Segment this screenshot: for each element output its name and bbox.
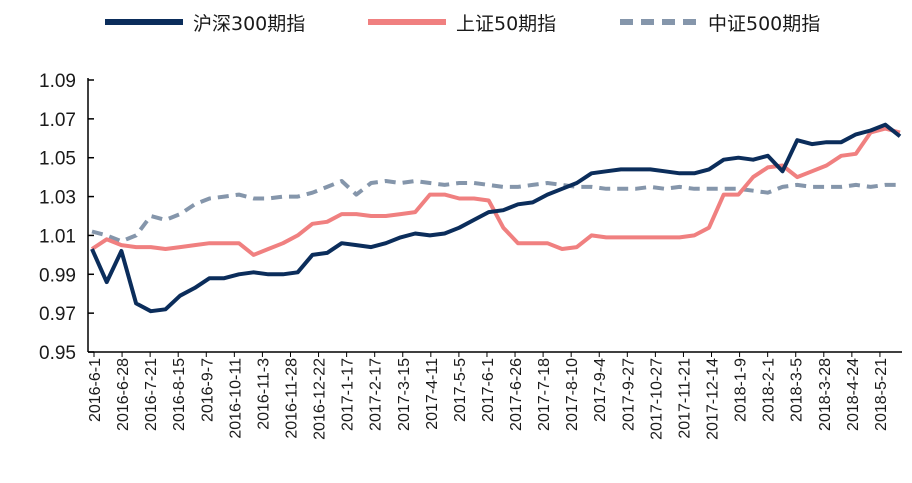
- x-tick-label: 2017-11-21: [676, 358, 693, 439]
- x-tick-label: 2017-1-17: [340, 358, 357, 431]
- x-tick-label: 2018-3-5: [789, 358, 806, 422]
- plot-area: [90, 122, 902, 314]
- x-tick-label: 2017-7-18: [536, 358, 553, 431]
- x-tick-label: 2017-2-17: [368, 358, 385, 431]
- x-tick-label: 2017-3-15: [396, 358, 413, 431]
- x-tick-label: 2017-9-4: [592, 358, 609, 422]
- legend-label: 上证50期指: [456, 13, 556, 35]
- y-tick-label: 1.05: [39, 149, 76, 170]
- x-tick-label: 2017-6-26: [508, 358, 525, 431]
- x-tick-label: 2017-5-5: [452, 358, 469, 422]
- y-tick-label: 0.97: [39, 304, 76, 325]
- x-tick-label: 2016-11-3: [255, 358, 272, 430]
- x-tick-label: 2018-3-28: [817, 358, 834, 431]
- legend-item-0: 沪深300期指: [105, 13, 305, 35]
- x-tick-label: 2016-12-22: [312, 358, 329, 440]
- x-tick-label: 2018-4-24: [845, 358, 862, 431]
- legend-label: 沪深300期指: [193, 13, 305, 35]
- x-tick-label: 2017-6-1: [480, 358, 497, 422]
- x-tick-label: 2017-10-27: [648, 358, 665, 440]
- y-tick-label: 1.01: [39, 226, 76, 247]
- x-tick-label: 2017-12-14: [705, 358, 722, 440]
- x-tick-label: 2016-8-15: [171, 358, 188, 431]
- legend-item-2: 中证500期指: [620, 13, 820, 35]
- y-tick-label: 0.95: [39, 343, 76, 364]
- x-tick-label: 2016-7-21: [143, 358, 160, 431]
- series-line-1: [90, 126, 901, 257]
- x-tick-label: 2016-11-28: [283, 358, 300, 439]
- y-tick-label: 0.99: [39, 265, 76, 286]
- x-tick-label: 2016-6-28: [115, 358, 132, 431]
- series-line-0: [90, 122, 902, 314]
- legend: 沪深300期指 上证50期指 中证500期指: [105, 13, 820, 35]
- legend-label: 中证500期指: [708, 13, 820, 35]
- y-tick-label: 1.03: [39, 188, 76, 209]
- x-tick-label: 2017-4-11: [424, 358, 441, 430]
- x-tick-label: 2016-9-7: [199, 358, 216, 422]
- x-tick-label: 2017-8-10: [564, 358, 581, 431]
- legend-item-1: 上证50期指: [368, 13, 556, 35]
- x-tick-label: 2016-10-11: [227, 358, 244, 439]
- x-tick-label: 2018-5-21: [873, 358, 890, 431]
- series-line-2: [91, 179, 900, 244]
- x-tick-label: 2016-6-1: [87, 358, 104, 422]
- x-tick-label: 2017-9-27: [620, 358, 637, 431]
- x-tick-label: 2018-1-9: [733, 358, 750, 422]
- x-axis: 2016-6-1 2016-6-28 2016-7-21 2016-8-15 2016-…: [87, 351, 902, 440]
- y-tick-label: 1.09: [39, 71, 76, 92]
- y-axis: 1.09 1.07 1.05 1.03 1.01 0.99 0.97 0.95: [39, 71, 94, 364]
- x-tick-label: 2018-2-1: [761, 358, 778, 422]
- y-tick-label: 1.07: [39, 110, 76, 131]
